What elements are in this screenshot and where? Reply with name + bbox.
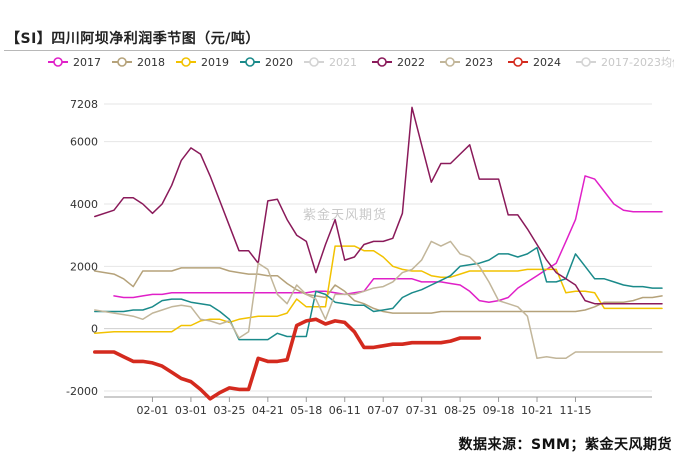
x-tick-label: 07-31 [406,404,438,417]
x-tick-label: 08-25 [444,404,476,417]
legend-marker [245,57,255,67]
x-tick-label: 03-01 [175,404,207,417]
legend-label: 2017 [73,56,101,69]
y-tick-label: 7208 [70,98,98,111]
legend-marker [513,57,523,67]
x-axis: 02-01 03-01 03-25 04-21 05-18 06-11 07-07 07-31… [104,396,652,417]
chart-title: 【SI】四川阿坝净利润季节图（元/吨） [6,31,260,47]
top-crop-band [0,0,674,10]
legend-item-2017-2023均值[interactable]: 2017-2023均值 [576,56,674,69]
x-tick-label: 02-01 [136,404,168,417]
legend-label: 2020 [265,56,293,69]
seasonal-line-chart: 2017 2018 2019 2020 2021 2022 2023 2024 2017-202… [48,56,674,417]
x-tick-label: 10-21 [521,404,553,417]
legend-label: 2017-2023均值 [601,56,674,69]
watermark-text: 紫金天风期货 [303,208,388,223]
y-axis: 7208 6000 4000 2000 0 -2000 [66,98,98,398]
legend-marker [309,57,319,67]
y-tick-label: 0 [91,323,98,336]
x-tick-label: 06-11 [329,404,361,417]
legend-item-2022[interactable]: 2022 [372,56,425,69]
series-line-2018 [94,267,663,314]
chart-series [93,106,663,401]
y-tick-label: 4000 [70,198,98,211]
chart-gridlines [104,103,652,392]
x-tick-label: 09-18 [483,404,515,417]
legend-marker [377,57,387,67]
legend-item-2024[interactable]: 2024 [508,56,561,69]
legend-label: 2021 [329,56,357,69]
x-tick-label: 04-21 [252,404,284,417]
x-tick-label: 11-15 [559,404,591,417]
legend-item-2017[interactable]: 2017 [48,56,101,69]
legend-item-2018[interactable]: 2018 [112,56,165,69]
y-tick-label: 2000 [70,260,98,273]
legend-item-2023[interactable]: 2023 [440,56,493,69]
legend-item-2019[interactable]: 2019 [176,56,229,69]
chart-legend: 2017 2018 2019 2020 2021 2022 2023 2024 2017-202… [48,56,674,69]
y-tick-label: 6000 [70,136,98,149]
legend-label: 2023 [465,56,493,69]
legend-item-2021[interactable]: 2021 [304,56,357,69]
series-line-2024 [93,317,482,401]
y-tick-label: -2000 [66,385,98,398]
legend-label: 2024 [533,56,561,69]
legend-label: 2018 [137,56,165,69]
series-line-2019 [94,245,663,335]
legend-marker [445,57,455,67]
legend-label: 2022 [397,56,425,69]
series-line-2017 [113,175,663,303]
legend-marker [581,57,591,67]
legend-label: 2019 [201,56,229,69]
x-tick-label: 07-07 [367,404,399,417]
x-tick-label: 03-25 [213,404,245,417]
legend-item-2020[interactable]: 2020 [240,56,293,69]
legend-marker [53,57,63,67]
legend-marker [181,57,191,67]
legend-marker [117,57,127,67]
source-note: 数据来源：SMM；紫金天风期货 [458,437,672,453]
x-tick-label: 05-18 [290,404,322,417]
title-divider [4,50,670,51]
